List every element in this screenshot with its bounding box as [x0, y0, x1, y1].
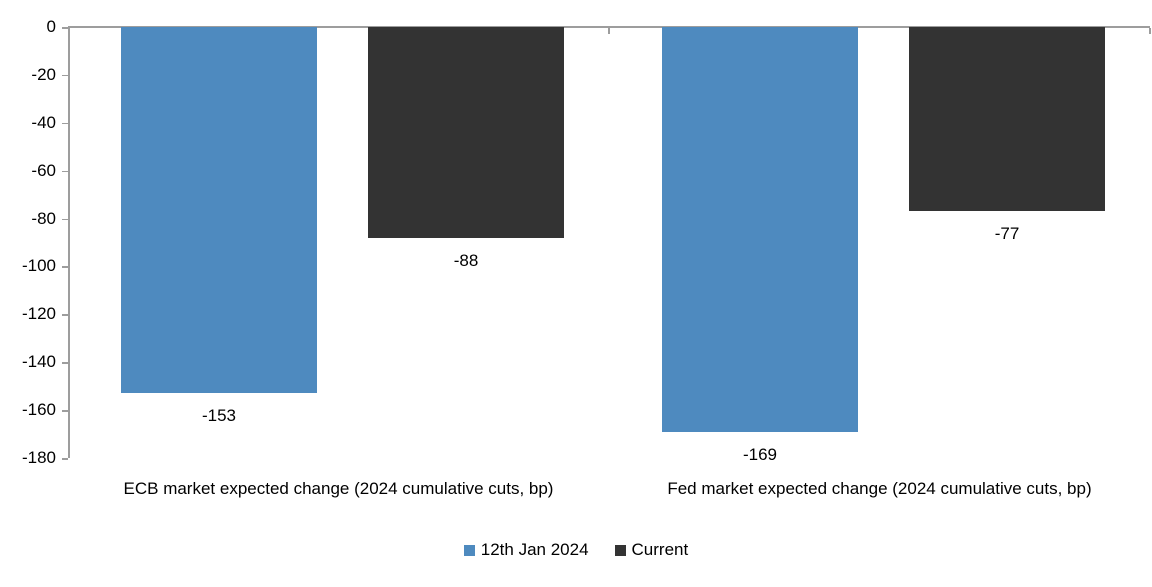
y-axis-tick-mark [62, 410, 68, 412]
y-axis-tick-label: -80 [31, 208, 56, 228]
y-axis-tick-label: -40 [31, 112, 56, 132]
y-axis-tick-mark [62, 266, 68, 268]
legend-label: 12th Jan 2024 [480, 540, 589, 559]
bar-12th-jan-2024-cat0 [121, 27, 317, 394]
y-axis-tick-mark [62, 74, 68, 77]
zero-baseline [68, 26, 1150, 28]
y-axis-tick-label: -100 [21, 256, 56, 276]
legend: 12th Jan 2024 Current [0, 538, 1152, 562]
plot-area: -153 -169 -88 -77 ECB market expected change… [68, 27, 1150, 498]
y-axis-tick-mark [62, 362, 68, 364]
y-axis-tick-label: -180 [21, 448, 56, 467]
y-axis-tick-mark [62, 170, 68, 173]
data-label: -153 [201, 406, 237, 426]
y-axis-tick-label: -120 [21, 304, 56, 324]
data-label: -88 [453, 250, 479, 270]
legend-swatch [614, 544, 626, 556]
data-label: -169 [742, 444, 778, 464]
bar-current-cat0 [368, 27, 564, 238]
y-axis-line [68, 27, 70, 458]
legend-item: Current [614, 540, 689, 560]
category-axis-tick-mark [1149, 28, 1151, 34]
y-axis-tick-mark [62, 27, 68, 29]
y-axis-tick-label: -160 [21, 400, 56, 420]
legend-label: Current [631, 540, 689, 559]
category-label: Fed market expected change (2024 cumulat… [667, 479, 1092, 498]
data-label: -77 [994, 224, 1020, 244]
legend-item: 12th Jan 2024 [463, 540, 589, 560]
y-axis-tick-label: -20 [31, 64, 56, 84]
category-label: ECB market expected change (2024 cumulat… [123, 479, 554, 498]
y-axis-tick-mark [62, 122, 68, 125]
y-axis-tick-label: -60 [31, 160, 56, 180]
y-axis-tick-label: 0 [46, 17, 56, 36]
y-axis-tick-mark [62, 458, 68, 460]
y-axis-tick-mark [62, 218, 68, 221]
legend-swatch [463, 544, 475, 556]
y-axis-tick-label: -140 [21, 352, 56, 372]
bar-current-cat1 [909, 27, 1105, 212]
bar-12th-jan-2024-cat1 [662, 27, 858, 432]
category-axis-tick-mark [608, 28, 610, 34]
y-axis-tick-mark [62, 314, 68, 316]
